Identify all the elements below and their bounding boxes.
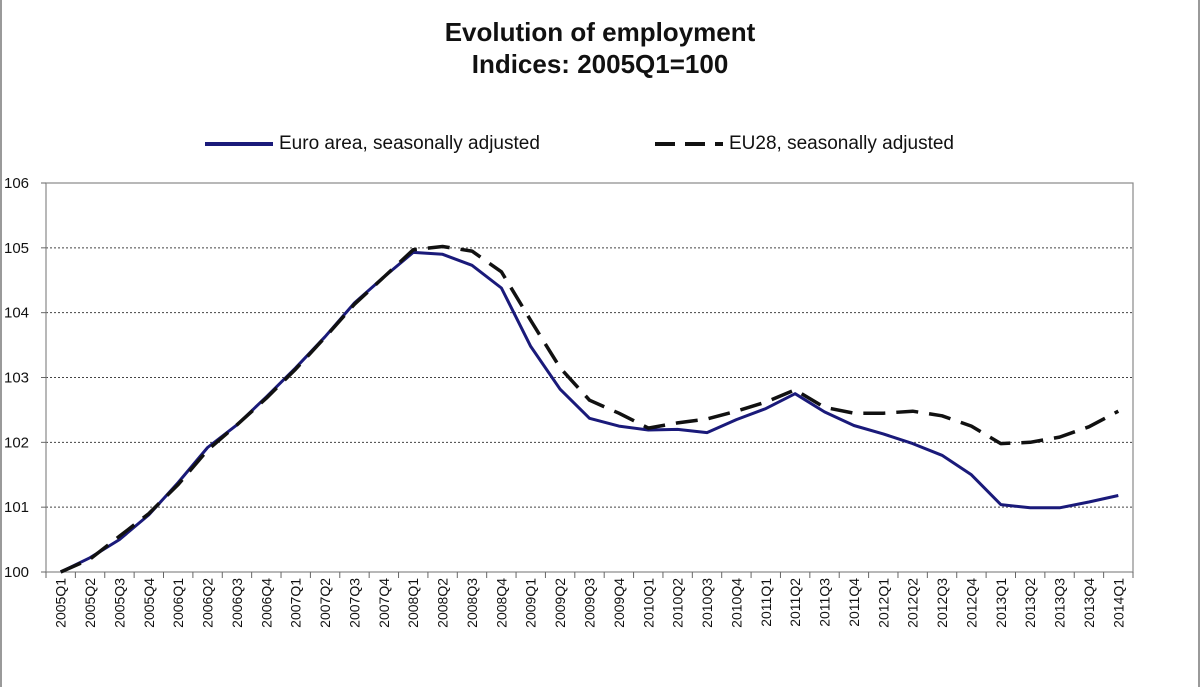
y-tick-label: 106 xyxy=(4,175,29,192)
x-tick-label: 2006Q1 xyxy=(170,578,186,628)
legend-item-eu28: EU28, seasonally adjusted xyxy=(655,130,954,158)
x-tick-label: 2005Q4 xyxy=(141,578,157,628)
y-tick-label: 101 xyxy=(4,499,29,516)
x-tick-label: 2007Q2 xyxy=(317,578,333,628)
x-tick-label: 2006Q3 xyxy=(229,578,245,628)
chart-title-block: Evolution of employment Indices: 2005Q1=… xyxy=(0,16,1200,80)
x-tick-label: 2013Q4 xyxy=(1081,578,1097,628)
x-tick-label: 2013Q3 xyxy=(1052,578,1068,628)
legend-item-euro-area: Euro area, seasonally adjusted xyxy=(205,130,540,158)
x-tick-label: 2008Q3 xyxy=(464,578,480,628)
legend-swatch-eu28 xyxy=(655,142,723,146)
x-tick-label: 2008Q4 xyxy=(493,578,509,628)
x-tick-label: 2013Q2 xyxy=(1022,578,1038,628)
x-tick-label: 2011Q4 xyxy=(846,578,862,627)
x-tick-label: 2013Q1 xyxy=(993,578,1009,628)
x-tick-label: 2009Q3 xyxy=(582,578,598,628)
x-tick-label: 2010Q4 xyxy=(728,578,744,628)
y-tick-label: 104 xyxy=(4,305,29,322)
y-tick-label: 105 xyxy=(4,240,29,257)
x-tick-label: 2012Q4 xyxy=(963,578,979,628)
plot-area-border xyxy=(45,182,1134,573)
x-axis-ticks: 2005Q1 2005Q2 2005Q3 2005Q4 2006Q1 2006Q2 2006… xyxy=(45,572,1134,628)
x-tick-label: 2009Q1 xyxy=(523,578,539,628)
x-tick-label: 2012Q3 xyxy=(934,578,950,628)
x-tick-label: 2009Q4 xyxy=(611,578,627,628)
x-tick-label: 2006Q4 xyxy=(258,578,274,628)
legend-label-euro-area: Euro area, seasonally adjusted xyxy=(279,133,540,154)
x-tick-label: 2007Q1 xyxy=(288,578,304,628)
y-tick-label: 102 xyxy=(4,434,29,451)
chart-title: Evolution of employment xyxy=(444,17,756,47)
x-tick-label: 2011Q1 xyxy=(758,578,774,627)
x-tick-label: 2005Q1 xyxy=(53,578,69,628)
y-tick-label: 103 xyxy=(4,370,29,387)
x-tick-label: 2005Q3 xyxy=(111,578,127,628)
grid-lines xyxy=(46,247,1133,508)
series-line-eu28 xyxy=(59,244,1120,574)
y-axis-ticks: 100 101 102 103 104 105 106 xyxy=(4,175,46,581)
x-tick-label: 2007Q4 xyxy=(376,578,392,628)
x-tick-label: 2014Q1 xyxy=(1110,578,1126,628)
x-tick-label: 2010Q3 xyxy=(699,578,715,628)
x-tick-label: 2010Q2 xyxy=(670,578,686,628)
x-tick-label: 2008Q1 xyxy=(405,578,421,628)
x-tick-label: 2007Q3 xyxy=(346,578,362,628)
x-tick-label: 2011Q2 xyxy=(787,578,803,627)
x-tick-label: 2010Q1 xyxy=(640,578,656,628)
x-tick-label: 2008Q2 xyxy=(435,578,451,628)
x-tick-label: 2012Q2 xyxy=(905,578,921,628)
chart-subtitle: Indices: 2005Q1=100 xyxy=(471,49,729,79)
y-tick-label: 100 xyxy=(4,564,29,581)
x-tick-label: 2009Q2 xyxy=(552,578,568,628)
series-lines xyxy=(59,244,1120,574)
series-line-euro-area xyxy=(60,250,1119,574)
legend-swatch-euro-area xyxy=(205,142,273,146)
x-tick-label: 2012Q1 xyxy=(875,578,891,628)
legend-label-eu28: EU28, seasonally adjusted xyxy=(729,133,954,154)
x-tick-label: 2006Q2 xyxy=(200,578,216,628)
x-tick-label: 2005Q2 xyxy=(82,578,98,628)
x-tick-label: 2011Q3 xyxy=(817,578,833,627)
